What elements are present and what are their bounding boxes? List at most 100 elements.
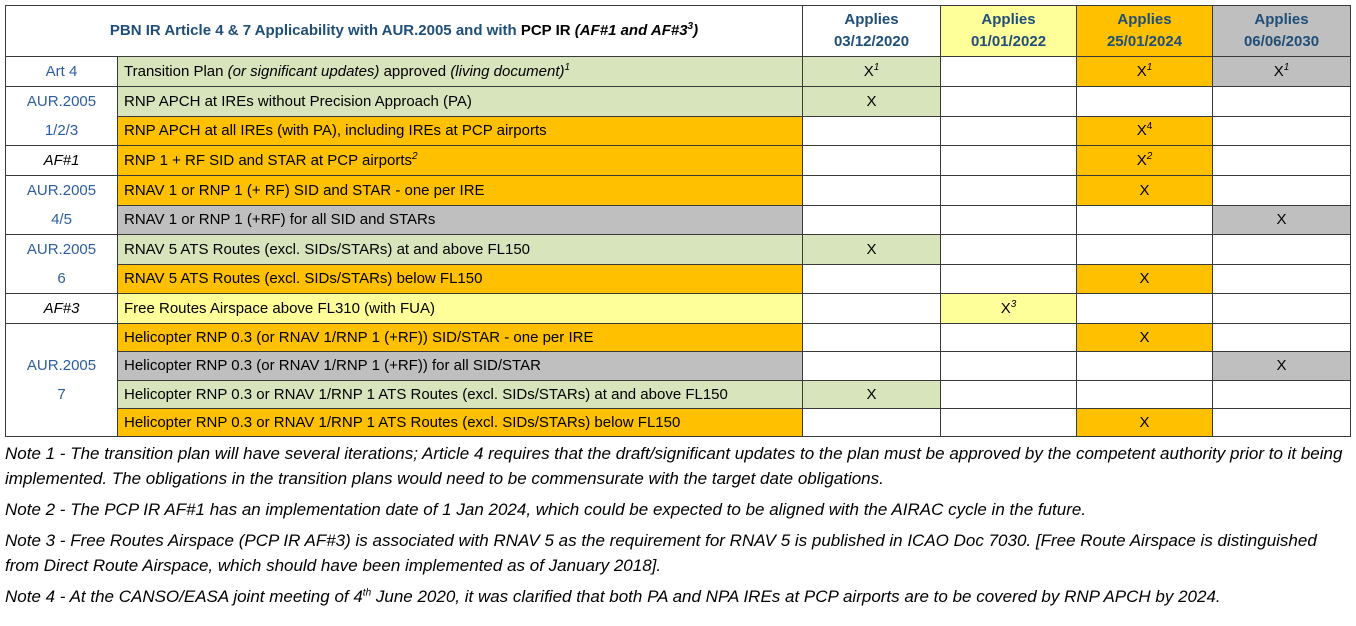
applies-cell bbox=[802, 293, 942, 324]
applies-cell bbox=[940, 379, 1078, 409]
text-run: 2 bbox=[1146, 151, 1153, 162]
applies-cell: X bbox=[1212, 204, 1352, 235]
text-run: Note 4 - At the CANSO/EASA joint meeting… bbox=[5, 587, 363, 606]
applies-cell: X bbox=[802, 234, 942, 265]
applies-cell bbox=[1212, 263, 1352, 294]
applies-cell bbox=[940, 86, 1078, 117]
table-row: Helicopter RNP 0.3 or RNAV 1/RNP 1 ATS R… bbox=[6, 379, 1352, 409]
text-run: 2 bbox=[412, 151, 418, 162]
description: RNP 1 + RF SID and STAR at PCP airports2 bbox=[116, 145, 804, 176]
group-label: AF#1 bbox=[5, 145, 118, 176]
note: Note 3 - Free Routes Airspace (PCP IR AF… bbox=[5, 528, 1350, 578]
text-run: RNAV 1 or RNP 1 (+ RF) SID and STAR - on… bbox=[124, 181, 485, 199]
text-run: Transition Plan bbox=[124, 63, 228, 80]
applies-cell bbox=[940, 263, 1078, 294]
applicability-table: PBN IR Article 4 & 7 Applicability with … bbox=[4, 5, 1352, 438]
group-label: AUR.2005 7 bbox=[5, 322, 118, 438]
column-header: Applies 03/12/2020 bbox=[802, 5, 942, 57]
text-line: AUR.2005 bbox=[26, 241, 97, 258]
table-row: AUR.2005 6 RNAV 5 ATS Routes (excl. SIDs/S… bbox=[5, 234, 1352, 294]
text-line: 01/01/2022 bbox=[970, 33, 1047, 50]
applies-cell bbox=[940, 234, 1078, 265]
applies-cell: X3 bbox=[940, 293, 1078, 324]
table-row: AUR.2005 4/5 RNAV 1 or RNP 1 (+ RF) SID an… bbox=[5, 175, 1352, 235]
applies-cell bbox=[1212, 379, 1352, 409]
text-run: X bbox=[863, 63, 874, 80]
group-label: Art 4 bbox=[5, 56, 118, 87]
note: Note 2 - The PCP IR AF#1 has an implemen… bbox=[5, 497, 1350, 522]
text-run: 3 bbox=[687, 21, 694, 32]
text-line: Applies bbox=[1117, 11, 1172, 28]
applies-cell: X bbox=[1076, 263, 1214, 294]
text-run: X bbox=[1139, 270, 1150, 288]
applies-cell: X bbox=[802, 379, 942, 409]
text-run: RNP APCH at all IREs (with PA), includin… bbox=[124, 122, 547, 140]
applies-cell bbox=[1076, 351, 1214, 381]
applies-cell bbox=[802, 351, 942, 381]
applies-cell bbox=[940, 145, 1078, 176]
applies-cell: X1 bbox=[1076, 56, 1214, 87]
applies-cell bbox=[1212, 407, 1352, 438]
applies-cell: X bbox=[1076, 322, 1214, 353]
text-run: RNP 1 + RF SID and STAR at PCP airports bbox=[124, 152, 413, 169]
applies-cell: X bbox=[1076, 407, 1214, 438]
text-line: AUR.2005 bbox=[26, 93, 97, 110]
description: Helicopter RNP 0.3 or RNAV 1/RNP 1 ATS R… bbox=[116, 407, 804, 438]
description: RNAV 1 or RNP 1 (+RF) for all SID and ST… bbox=[116, 204, 804, 235]
text-run: 3 bbox=[1010, 299, 1017, 310]
applies-cell bbox=[1076, 293, 1214, 324]
text-line: 1/2/3 bbox=[44, 122, 79, 139]
text-line: AUR.2005 bbox=[26, 357, 97, 375]
text-run: June 2020, it was clarified that both PA… bbox=[371, 587, 1221, 606]
applies-cell bbox=[1212, 86, 1352, 117]
description: Free Routes Airspace above FL310 (with F… bbox=[116, 293, 804, 324]
description: Helicopter RNP 0.3 (or RNAV 1/RNP 1 (+RF… bbox=[116, 351, 804, 381]
applies-cell bbox=[1212, 293, 1352, 324]
note: Note 4 - At the CANSO/EASA joint meeting… bbox=[5, 584, 1350, 609]
applies-cell: X1 bbox=[1212, 56, 1352, 87]
text-run: ) bbox=[693, 22, 699, 39]
title-cell: PBN IR Article 4 & 7 Applicability with … bbox=[4, 5, 804, 57]
text-run: (living document) bbox=[450, 63, 565, 80]
applies-cell: X4 bbox=[1076, 115, 1214, 146]
description: Helicopter RNP 0.3 (or RNAV 1/RNP 1 (+RF… bbox=[116, 322, 804, 353]
applies-cell bbox=[1212, 175, 1352, 206]
applies-cell bbox=[802, 407, 942, 438]
applies-cell bbox=[940, 407, 1078, 438]
text-run: Note 3 - Free Routes Airspace (PCP IR AF… bbox=[5, 531, 1317, 575]
applies-cell bbox=[802, 145, 942, 176]
table-row: RNAV 1 or RNP 1 (+RF) for all SID and ST… bbox=[6, 204, 1352, 235]
table-row: AUR.2005 1/2/3 RNP APCH at IREs without Pr… bbox=[5, 86, 1352, 146]
applies-cell bbox=[940, 56, 1078, 87]
applies-cell bbox=[1076, 204, 1214, 235]
text-run: 1 bbox=[564, 62, 571, 73]
applies-cell: X bbox=[1212, 351, 1352, 381]
description: Transition Plan (or significant updates)… bbox=[116, 56, 804, 87]
applies-cell bbox=[802, 115, 942, 146]
text-run: PCP IR bbox=[520, 22, 575, 39]
text-line: 4/5 bbox=[51, 211, 72, 228]
table-row: RNP APCH at all IREs (with PA), includin… bbox=[6, 115, 1352, 146]
text-line: 03/12/2020 bbox=[833, 33, 910, 50]
text-run: RNAV 5 ATS Routes (excl. SIDs/STARs) at … bbox=[124, 240, 531, 258]
group-label: AUR.2005 4/5 bbox=[5, 175, 118, 235]
column-header: Applies 01/01/2022 bbox=[940, 5, 1078, 57]
text-line: Applies bbox=[844, 11, 899, 28]
applies-cell bbox=[940, 351, 1078, 381]
applies-cell bbox=[940, 175, 1078, 206]
description: RNAV 1 or RNP 1 (+ RF) SID and STAR - on… bbox=[116, 175, 804, 206]
applies-cell bbox=[1076, 379, 1214, 409]
text-run: th bbox=[362, 587, 372, 599]
text-run: X bbox=[866, 92, 877, 110]
table-body: PBN IR Article 4 & 7 Applicability with … bbox=[4, 5, 1352, 438]
text-run: Helicopter RNP 0.3 (or RNAV 1/RNP 1 (+RF… bbox=[124, 357, 541, 375]
applies-cell bbox=[802, 175, 942, 206]
text-run: (AF#1 and AF#3 bbox=[574, 22, 688, 39]
applies-cell bbox=[940, 115, 1078, 146]
applies-cell bbox=[802, 204, 942, 235]
applies-cell: X2 bbox=[1076, 145, 1214, 176]
text-line: Applies bbox=[1254, 11, 1309, 28]
applies-cell bbox=[940, 322, 1078, 353]
text-line: AF#1 bbox=[43, 152, 80, 169]
